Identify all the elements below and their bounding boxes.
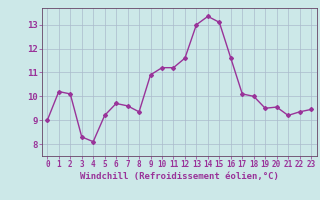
X-axis label: Windchill (Refroidissement éolien,°C): Windchill (Refroidissement éolien,°C) [80, 172, 279, 181]
